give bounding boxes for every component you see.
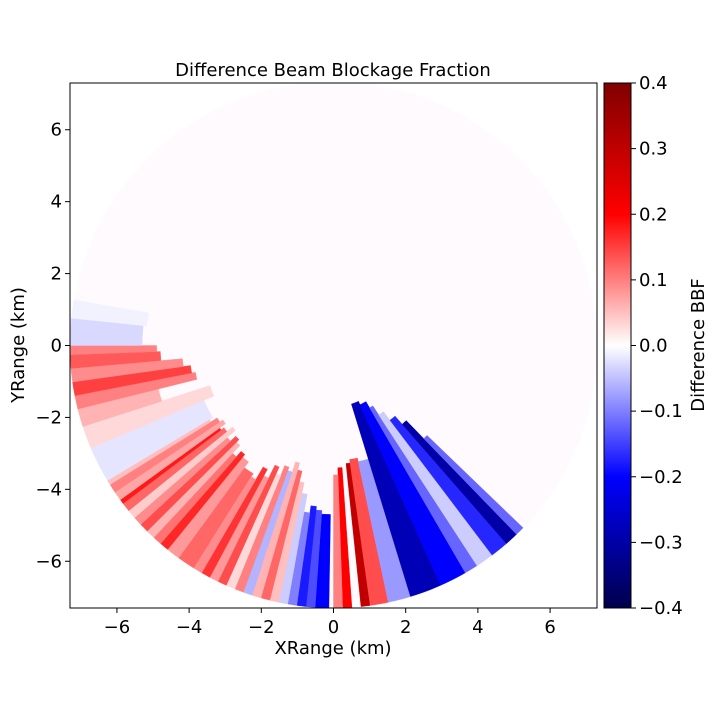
y-tick-label: −4: [35, 479, 62, 500]
beam-sector: [109, 417, 221, 493]
beam-sector: [193, 476, 257, 574]
beam-sector: [70, 358, 184, 383]
y-axis-ticks: −6 −4 −2 0 2 4 6: [35, 120, 70, 572]
y-tick-label: −2: [35, 407, 62, 428]
colorbar-tick-label: 0.4: [639, 73, 668, 94]
beam-sector: [423, 435, 524, 535]
beam-sector: [359, 401, 466, 586]
x-tick-label: −2: [248, 617, 275, 638]
beam-sector: [401, 420, 517, 544]
x-tick-label: −4: [176, 617, 203, 638]
beam-sector: [160, 451, 246, 550]
colorbar: [603, 82, 632, 609]
beam-sector: [114, 419, 226, 501]
beam-sector: [369, 405, 478, 574]
x-tick-label: 2: [400, 617, 411, 638]
chart-title: Difference Beam Blockage Fraction: [175, 60, 491, 81]
beam-sector: [72, 365, 193, 396]
beam-sector: [251, 461, 300, 599]
colorbar-tick-label: −0.4: [639, 598, 683, 619]
y-tick-label: 4: [51, 192, 62, 213]
colorbar-tick-label: −0.3: [639, 532, 683, 553]
x-tick-label: 6: [544, 617, 555, 638]
x-tick-label: 0: [328, 617, 339, 638]
colorbar-tick-label: 0.1: [639, 270, 668, 291]
y-tick-label: 2: [51, 264, 62, 285]
beam-sector: [71, 299, 149, 327]
beam-sector: [296, 505, 317, 607]
colorbar-tick-label: −0.1: [639, 401, 683, 422]
beam-sector: [128, 426, 236, 518]
x-axis-ticks: −6 −4 −2 0 2 4 6: [104, 608, 556, 638]
x-tick-label: −6: [104, 617, 131, 638]
beam-sector: [74, 372, 198, 410]
beam-sector: [122, 427, 228, 511]
colorbar-tick-label: 0.3: [639, 139, 668, 160]
x-tick-label: 4: [472, 617, 483, 638]
colorbar-tick-label: 0.2: [639, 204, 668, 225]
beam-sector: [345, 462, 371, 607]
beam-sector: [70, 351, 162, 369]
colorbar-label: Difference BBF: [688, 278, 709, 412]
beam-sector: [201, 466, 268, 578]
sector-layer: [70, 83, 597, 608]
x-axis-label: XRange (km): [274, 638, 391, 659]
y-tick-label: 6: [51, 120, 62, 141]
y-tick-label: −6: [35, 551, 62, 572]
beam-sector: [351, 401, 441, 597]
y-tick-label: 0: [51, 336, 62, 357]
beam-sector: [389, 415, 507, 556]
colorbar-tick-label: −0.2: [639, 467, 683, 488]
beam-sector: [217, 464, 280, 586]
y-axis-label: YRange (km): [8, 287, 29, 404]
beam-sector: [140, 435, 240, 532]
colorbar-ticks: 0.4 0.3 0.2 0.1 0.0 −0.1 −0.2 −0.3 −0.4: [631, 73, 683, 619]
colorbar-tick-label: 0.0: [639, 336, 668, 357]
beam-sector: [349, 457, 389, 606]
beam-sector: [82, 385, 215, 449]
beam-sector: [378, 411, 493, 566]
beam-sector: [234, 465, 290, 593]
beam-sector: [107, 419, 212, 485]
beam-sector: [358, 458, 411, 603]
